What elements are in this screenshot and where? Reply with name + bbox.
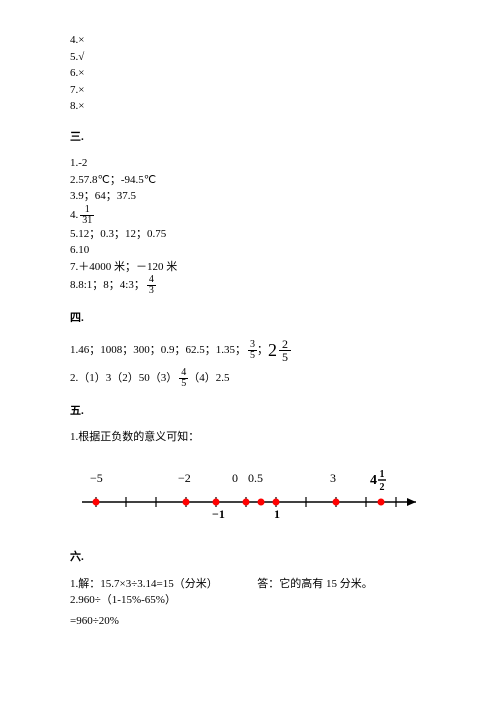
s3-l3: 3.9；64；37.5	[70, 188, 430, 205]
frac-den: 31	[80, 215, 94, 226]
section-4-title: 四.	[70, 310, 430, 327]
s3-l1: 1.-2	[70, 155, 430, 172]
s6-l2: 2.960÷（1-15%-65%）	[70, 592, 430, 609]
frac-num: 1	[80, 205, 94, 215]
numberline: −5−200.53412−11	[70, 460, 430, 536]
numberline-svg: −5−200.53412−11	[70, 460, 430, 530]
svg-text:−2: −2	[178, 471, 191, 485]
svg-text:0: 0	[232, 471, 238, 485]
s4-l1-mid: ；	[257, 342, 268, 359]
frac-den: 3	[147, 285, 156, 296]
s3-l5: 5.12；0.3；12；0.75	[70, 226, 430, 243]
section-6-title: 六.	[70, 549, 430, 566]
frac-num: 3	[248, 340, 257, 350]
section-5-title: 五.	[70, 403, 430, 420]
s5-l1: 1.根据正负数的意义可知：	[70, 429, 430, 446]
s3-l8-a: 8.8:1；8；4:3；	[70, 277, 145, 294]
s3-l4-frac: 1 31	[80, 205, 94, 226]
svg-text:1: 1	[274, 507, 280, 521]
s4-l2-frac: 4 5	[179, 368, 188, 389]
s4-l2: 2.（1）3（2）50（3） 4 5 （4）2.5	[70, 368, 430, 389]
svg-text:−5: −5	[90, 471, 103, 485]
s6-l1-left: 1.解：15.7×3÷3.14=15（分米）	[70, 578, 218, 590]
s3-l8-frac: 4 3	[147, 275, 156, 296]
svg-text:4: 4	[370, 473, 377, 488]
s6-l1: 1.解：15.7×3÷3.14=15（分米） 答：它的高有 15 分米。	[70, 576, 430, 593]
svg-text:3: 3	[330, 471, 336, 485]
frac-num: 4	[147, 275, 156, 285]
page-root: 4.× 5.√ 6.× 7.× 8.× 三. 1.-2 2.57.8℃；-94.…	[0, 0, 500, 649]
frac-den: 5	[179, 378, 188, 389]
s3-l6: 6.10	[70, 242, 430, 259]
ans-7: 7.×	[70, 82, 430, 99]
s4-l1: 1.46；1008；300；0.9；62.5；1.35； 3 5 ； 2 2 5	[70, 337, 430, 364]
svg-text:0.5: 0.5	[248, 471, 263, 485]
svg-text:−1: −1	[212, 507, 225, 521]
section-3-title: 三.	[70, 129, 430, 146]
ans-6: 6.×	[70, 65, 430, 82]
ans-5: 5.√	[70, 49, 430, 66]
s3-l7: 7.＋4000 米；－120 米	[70, 259, 430, 276]
ans-4: 4.×	[70, 32, 430, 49]
s4-l2-b: （4）2.5	[188, 370, 229, 387]
s6-l3: =960÷20%	[70, 613, 430, 630]
ans-8: 8.×	[70, 98, 430, 115]
s4-l2-a: 2.（1）3（2）50（3）	[70, 370, 177, 387]
s6-l1-right: 答：它的高有 15 分米。	[257, 578, 373, 590]
s3-l2: 2.57.8℃；-94.5℃	[70, 172, 430, 189]
svg-text:1: 1	[380, 469, 385, 480]
frac-den: 5	[248, 350, 257, 361]
svg-text:2: 2	[380, 482, 385, 493]
frac-num: 2	[279, 338, 291, 350]
frac-num: 4	[179, 368, 188, 378]
s4-l1-int: 2	[268, 337, 277, 364]
s4-l1-a: 1.46；1008；300；0.9；62.5；1.35；	[70, 342, 246, 359]
s3-l4-label: 4.	[70, 207, 78, 224]
s4-l1-frac1: 3 5	[248, 340, 257, 361]
s3-l8: 8.8:1；8；4:3； 4 3	[70, 275, 430, 296]
s4-l1-frac2: 2 5	[279, 338, 291, 363]
frac-den: 5	[279, 350, 291, 363]
s3-l4: 4. 1 31	[70, 205, 430, 226]
